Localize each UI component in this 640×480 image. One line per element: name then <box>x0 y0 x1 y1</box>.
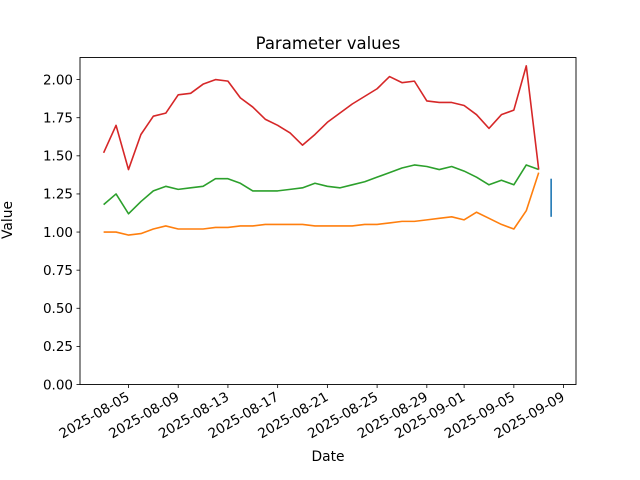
y-tick-label: 1.50 <box>43 149 73 165</box>
plot-area-border <box>79 57 577 385</box>
y-tick-label: 0.50 <box>43 301 73 317</box>
y-tick-label: 1.00 <box>43 225 73 241</box>
y-tick-label: 1.25 <box>43 187 73 203</box>
x-axis-label: Date <box>311 449 345 465</box>
y-tick-label: 1.75 <box>43 111 73 127</box>
y-tick-label: 0.25 <box>43 339 73 355</box>
y-tick-label: 0.00 <box>43 377 73 393</box>
series-green-line <box>103 164 539 215</box>
series-red-line <box>102 65 540 171</box>
chart-title: Parameter values <box>255 34 401 53</box>
y-tick-label: 0.75 <box>43 263 73 279</box>
y-tick-label: 2.00 <box>43 72 73 88</box>
y-axis-label: Value <box>0 201 16 239</box>
series-orange-line <box>103 172 540 236</box>
